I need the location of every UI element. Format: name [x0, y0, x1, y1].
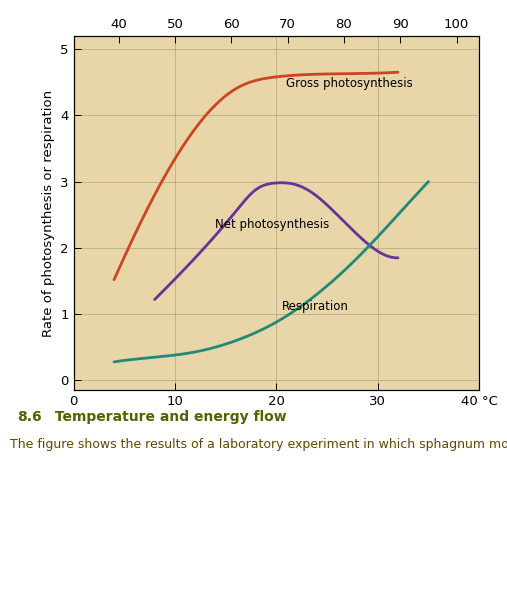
Text: Temperature and energy flow: Temperature and energy flow	[45, 409, 287, 424]
Text: Gross photosynthesis: Gross photosynthesis	[286, 77, 413, 90]
Y-axis label: Rate of photosynthesis or respiration: Rate of photosynthesis or respiration	[42, 89, 55, 337]
Text: The figure shows the results of a laboratory experiment in which sphagnum moss w: The figure shows the results of a labora…	[10, 438, 507, 451]
Text: 8.6: 8.6	[17, 409, 42, 424]
Text: Net photosynthesis: Net photosynthesis	[215, 218, 330, 231]
Text: Respiration: Respiration	[281, 300, 348, 313]
